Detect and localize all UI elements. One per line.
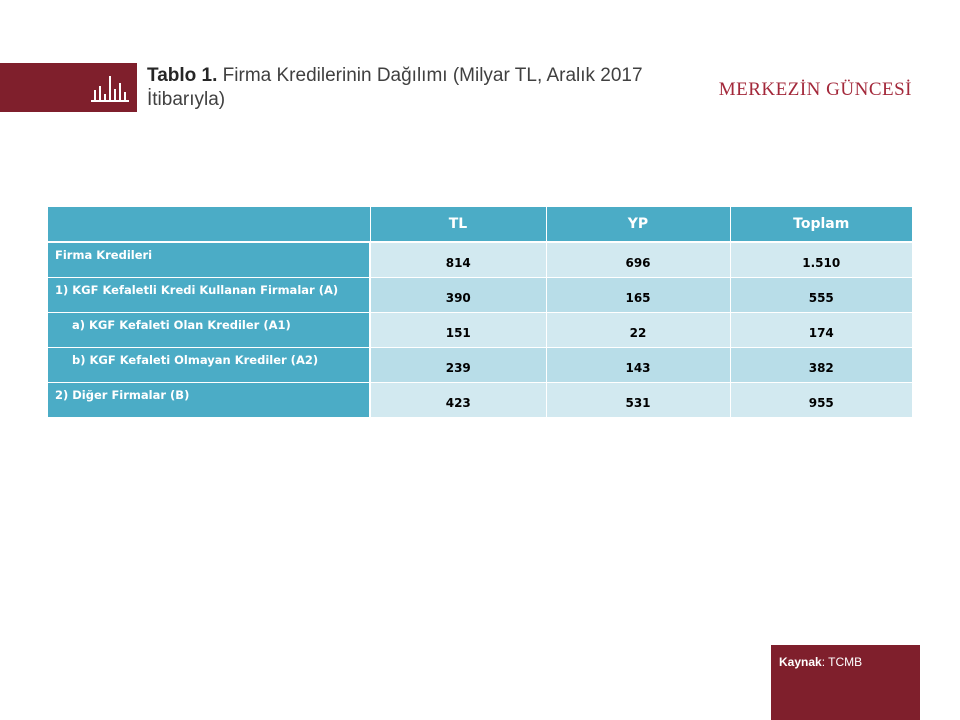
cell-toplam: 382 (730, 347, 912, 383)
cell-tl: 423 (370, 382, 547, 418)
cell-toplam: 555 (730, 277, 912, 313)
row-label: a) KGF Kefaleti Olan Krediler (A1) (48, 312, 371, 348)
bar-chart-icon (91, 76, 129, 102)
header-band (0, 63, 137, 112)
cell-toplam: 174 (730, 312, 912, 348)
table-row: 1) KGF Kefaletli Kredi Kullanan Firmalar… (48, 277, 912, 313)
table-row: b) KGF Kefaleti Olmayan Krediler (A2) 23… (48, 347, 912, 383)
header-cell-tl: TL (370, 207, 547, 243)
cell-tl: 390 (370, 277, 547, 313)
cell-toplam: 1.510 (730, 242, 912, 278)
row-label: b) KGF Kefaleti Olmayan Krediler (A2) (48, 347, 371, 383)
cell-tl: 239 (370, 347, 547, 383)
table-row: a) KGF Kefaleti Olan Krediler (A1) 151 2… (48, 312, 912, 348)
cell-toplam: 955 (730, 382, 912, 418)
cell-yp: 165 (546, 277, 731, 313)
cell-tl: 151 (370, 312, 547, 348)
row-label: 1) KGF Kefaletli Kredi Kullanan Firmalar… (48, 277, 371, 313)
cell-yp: 696 (546, 242, 731, 278)
header-cell-label (48, 207, 371, 243)
title-label: Tablo 1. (147, 65, 218, 86)
cell-tl: 814 (370, 242, 547, 278)
row-label: 2) Diğer Firmalar (B) (48, 382, 371, 418)
brand-logo-text: MERKEZİN GÜNCESİ (718, 79, 912, 100)
page-title: Tablo 1. Firma Kredilerinin Dağılımı (Mi… (147, 64, 667, 112)
header-cell-toplam: Toplam (730, 207, 912, 243)
source-value: TCMB (828, 655, 863, 669)
title-text: Firma Kredilerinin Dağılımı (Milyar TL, … (147, 65, 643, 110)
row-label: Firma Kredileri (48, 242, 371, 278)
table-row: 2) Diğer Firmalar (B) 423 531 955 (48, 382, 912, 418)
credit-table: TL YP Toplam Firma Kredileri 814 696 1.5… (48, 207, 912, 418)
source-label: Kaynak (779, 655, 822, 669)
table-row: Firma Kredileri 814 696 1.510 (48, 242, 912, 278)
source-note: Kaynak: TCMB (779, 655, 862, 669)
cell-yp: 143 (546, 347, 731, 383)
cell-yp: 22 (546, 312, 731, 348)
source-separator: : (821, 655, 829, 669)
table-header-row: TL YP Toplam (48, 207, 912, 243)
header-cell-yp: YP (546, 207, 731, 243)
cell-yp: 531 (546, 382, 731, 418)
source-box: Kaynak: TCMB (771, 645, 920, 720)
